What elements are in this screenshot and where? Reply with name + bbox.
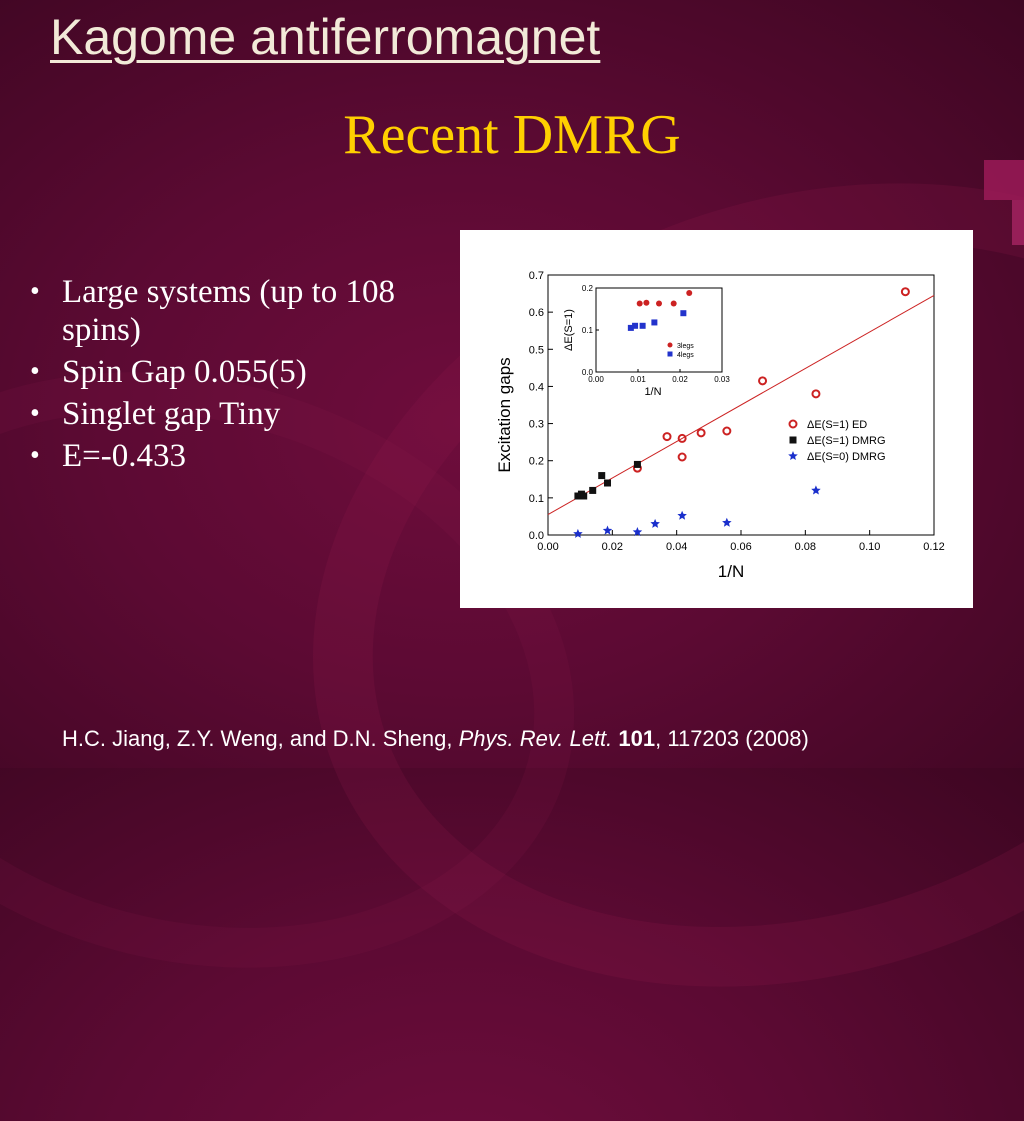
data-point [589, 486, 597, 494]
inset-legend-label: 4legs [677, 352, 694, 359]
x-tick-label: 0.06 [730, 541, 751, 553]
data-point [650, 518, 660, 528]
inset-data-point [632, 322, 639, 329]
inset-x-tick-label: 0.03 [714, 375, 730, 384]
data-point [633, 460, 641, 468]
citation-journal: Phys. Rev. Lett. [458, 726, 613, 751]
data-point [602, 525, 613, 535]
data-point [573, 528, 583, 538]
inset-data-point [643, 299, 650, 306]
y-tick-label: 0.0 [529, 530, 544, 542]
inset-legend-marker [667, 342, 673, 348]
data-point [574, 492, 582, 500]
x-tick-label: 0.08 [795, 541, 816, 553]
fit-line [547, 294, 935, 516]
bullet-marker: • [30, 276, 40, 307]
data-point [598, 472, 606, 480]
data-point [677, 433, 687, 443]
inset-x-tick-label: 0.02 [672, 375, 688, 384]
inset-data-point [670, 300, 677, 307]
data-point [677, 510, 687, 520]
bullet-text: Large systems (up to 108 spins) [62, 274, 396, 348]
x-tick-label: 0.10 [859, 541, 880, 553]
x-tick-label: 0.00 [537, 541, 558, 553]
inset-legend-label: 3legs [677, 343, 694, 350]
y-tick-label: 0.2 [529, 456, 544, 468]
bullet-marker: • [30, 440, 40, 471]
slide-subtitle: Recent DMRG [343, 104, 681, 166]
citation-volume: 101 [618, 726, 656, 751]
inset-y-tick-label: 0.0 [582, 368, 594, 377]
bullet-marker: • [30, 356, 40, 387]
x-tick-label: 0.12 [923, 541, 944, 553]
data-point [811, 389, 821, 399]
slide-title: Kagome antiferromagnet [50, 9, 601, 65]
legend-marker [788, 451, 798, 460]
excitation-gap-chart: 0.0 0.1 0.2 0.3 0.4 0.5 0.6 0.7 0.00 0.02 0.04 0.06… [495, 270, 945, 581]
data-point [722, 426, 732, 436]
inset-x-tick-label: 0.01 [630, 375, 646, 384]
data-point [632, 527, 643, 537]
y-tick-label: 0.5 [529, 344, 544, 356]
bullet-item: • Spin Gap 0.055(5) [30, 353, 430, 391]
data-point [662, 432, 672, 442]
bullet-item: • E=-0.433 [30, 437, 430, 475]
data-point [758, 376, 768, 386]
bullet-text: Singlet gap Tiny [62, 396, 281, 432]
legend-label: ΔE(S=0) DMRG [807, 451, 886, 463]
legend-label: ΔE(S=1) ED [807, 419, 867, 431]
legend-label: ΔE(S=1) DMRG [807, 435, 886, 447]
data-point [677, 452, 687, 462]
legend-marker [789, 436, 797, 444]
bullet-text: Spin Gap 0.055(5) [62, 354, 307, 390]
bullet-list: • Large systems (up to 108 spins) • Spin G… [30, 273, 430, 479]
chart-panel: 0.0 0.1 0.2 0.3 0.4 0.5 0.6 0.7 0.00 0.02 0.04 0.06… [460, 230, 973, 608]
y-tick-label: 0.7 [529, 270, 544, 282]
y-tick-label: 0.4 [529, 381, 544, 393]
y-tick-label: 0.6 [529, 307, 544, 319]
accent-bar [984, 160, 1024, 200]
x-tick-label: 0.04 [666, 541, 687, 553]
inset-data-point [656, 300, 662, 307]
data-point [900, 287, 910, 297]
x-tick-label: 0.02 [602, 541, 623, 553]
bullet-item: • Large systems (up to 108 spins) [30, 273, 430, 349]
inset-y-tick-label: 0.1 [582, 326, 594, 335]
inset-data-point [651, 319, 658, 326]
data-point [580, 492, 588, 500]
inset-x-tick-label: 0.00 [588, 375, 604, 384]
citation-authors: H.C. Jiang, Z.Y. Weng, and D.N. Sheng, [62, 726, 459, 751]
legend-marker [788, 419, 798, 429]
data-point [722, 517, 732, 527]
citation: H.C. Jiang, Z.Y. Weng, and D.N. Sheng, P… [62, 726, 1022, 752]
x-axis-label: 1/N [718, 562, 744, 581]
inset-y-axis-label: ΔE(S=1) [563, 309, 575, 351]
inset-data-point [680, 310, 687, 317]
citation-rest: , 117203 (2008) [655, 726, 809, 751]
y-axis-label: Excitation gaps [495, 357, 514, 472]
y-tick-label: 0.1 [529, 493, 544, 505]
inset-x-axis-label: 1/N [644, 386, 661, 398]
bullet-marker: • [30, 398, 40, 429]
accent-bar-small [1012, 200, 1024, 245]
bullet-text: E=-0.433 [62, 438, 187, 474]
inset-y-tick-label: 0.2 [582, 284, 594, 293]
bullet-item: • Singlet gap Tiny [30, 395, 430, 433]
data-point [696, 428, 706, 438]
inset-data-point [639, 322, 646, 329]
inset-legend-marker [667, 351, 673, 357]
inset-data-point [627, 324, 634, 331]
inset-data-point [636, 300, 643, 307]
y-tick-label: 0.3 [529, 419, 544, 431]
data-point [811, 485, 821, 495]
data-point [604, 479, 612, 487]
inset-data-point [686, 290, 693, 297]
